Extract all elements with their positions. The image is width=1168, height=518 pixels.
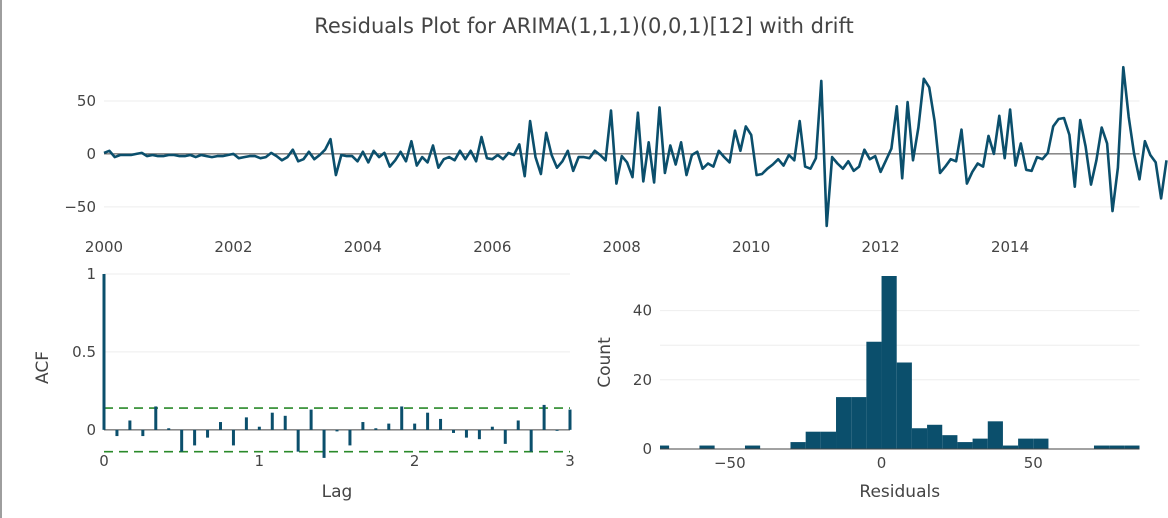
hist-y-axis-label: Count (595, 337, 615, 388)
hist-bar (1033, 438, 1049, 449)
acf-xtick-label: 3 (565, 452, 575, 470)
acf-bar (413, 423, 417, 430)
chart-title: Residuals Plot for ARIMA(1,1,1)(0,0,1)[1… (314, 14, 854, 38)
ts-xtick-label: 2004 (344, 238, 382, 256)
acf-x-axis-label: Lag (322, 482, 353, 502)
hist-bar (836, 397, 852, 449)
acf-xtick-label: 2 (410, 452, 420, 470)
acf-bar (555, 429, 559, 431)
acf-ytick-label: 0 (86, 421, 96, 439)
acf-bar (335, 429, 339, 432)
hist-bar (1109, 445, 1125, 449)
hist-bar (911, 428, 928, 449)
ts-ytick-label: 50 (77, 92, 96, 110)
acf-xtick-label: 1 (255, 452, 265, 470)
acf-bar (128, 420, 132, 430)
hist-bar (881, 276, 897, 449)
acf-bar (348, 429, 352, 446)
hist-x-axis-label: Residuals (859, 482, 940, 502)
acf-bar (193, 429, 197, 446)
ts-xtick-label: 2014 (991, 238, 1029, 256)
acf-bar (426, 412, 430, 430)
hist-ytick-label: 20 (633, 371, 652, 389)
acf-bar (503, 429, 507, 444)
acf-bar (361, 422, 365, 430)
hist-bar (866, 341, 882, 449)
acf-bar (451, 429, 455, 433)
acf-bar (257, 426, 261, 430)
hist-bar (699, 445, 715, 449)
hist-bar (1018, 438, 1034, 449)
acf-bar (542, 404, 546, 430)
acf-bar (270, 412, 274, 430)
hist-bar (896, 362, 912, 449)
acf-y-axis-label: ACF (33, 351, 53, 384)
hist-bar (942, 435, 958, 449)
acf-bar (218, 422, 222, 430)
hist-xtick-label: −50 (714, 454, 746, 472)
acf-bar (167, 428, 171, 430)
ts-ytick-label: −50 (64, 198, 96, 216)
acf-bar (439, 418, 443, 430)
hist-bar (660, 445, 670, 449)
hist-bar (805, 431, 821, 449)
acf-bar (231, 429, 235, 446)
acf-ytick-label: 0.5 (72, 343, 96, 361)
hist-bar (957, 442, 973, 449)
ts-xtick-label: 2012 (862, 238, 900, 256)
acf-bar (244, 417, 248, 430)
window-edge (0, 0, 2, 518)
acf-bar (141, 429, 145, 437)
acf-bar (490, 426, 494, 430)
acf-bar (516, 420, 520, 430)
acf-bar (206, 429, 210, 438)
acf-ytick-label: 1 (86, 265, 96, 283)
ts-xtick-label: 2008 (603, 238, 641, 256)
hist-ytick-label: 0 (642, 440, 652, 458)
hist-xtick-label: 0 (877, 454, 887, 472)
hist-bar (1093, 445, 1110, 449)
acf-bar (374, 428, 378, 430)
acf-bar (180, 429, 184, 452)
hist-bar (744, 445, 761, 449)
acf-bar (529, 429, 533, 452)
acf-bar (102, 274, 106, 430)
hist-bar (927, 424, 943, 449)
hist-bar (790, 442, 806, 449)
ts-xtick-label: 2010 (732, 238, 770, 256)
acf-bar (568, 409, 572, 430)
acf-bar (322, 429, 326, 458)
hist-bar (851, 397, 867, 449)
acf-bar (283, 415, 287, 430)
acf-bar (296, 429, 300, 452)
hist-bar (820, 431, 837, 449)
ts-ytick-label: 0 (86, 145, 96, 163)
ts-xtick-label: 2000 (85, 238, 123, 256)
hist-ytick-label: 40 (633, 302, 652, 320)
ts-xtick-label: 2002 (214, 238, 252, 256)
ts-residual-line (103, 65, 1168, 228)
hist-bar (1124, 445, 1140, 449)
hist-bar (972, 438, 988, 449)
acf-bar (477, 429, 481, 440)
ts-xtick-label: 2006 (473, 238, 511, 256)
acf-bar (154, 406, 158, 430)
acf-bar (115, 429, 119, 437)
hist-xtick-label: 50 (1024, 454, 1043, 472)
acf-bar (400, 406, 404, 430)
acf-bar (464, 429, 468, 438)
hist-bar (1002, 445, 1019, 449)
acf-xtick-label: 0 (99, 452, 109, 470)
acf-bar (309, 409, 313, 430)
acf-bar (387, 423, 391, 430)
hist-bar (987, 421, 1003, 449)
